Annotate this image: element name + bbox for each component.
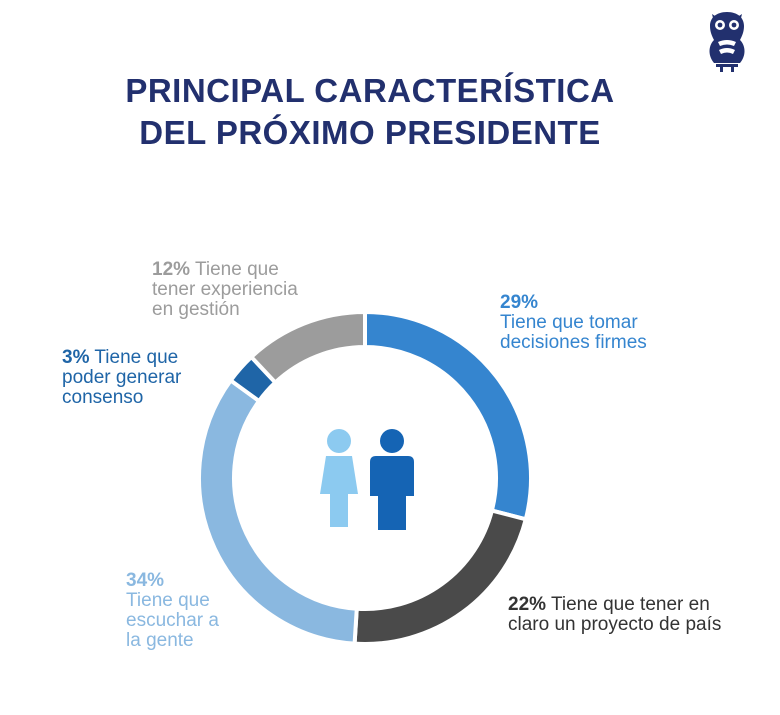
owl-logo-icon (709, 12, 745, 72)
label-proyecto-line-1: Tiene que tener en (550, 594, 710, 615)
chart-title: PRINCIPAL CARACTERÍSTICA DEL PRÓXIMO PRE… (60, 70, 680, 154)
label-proyecto: 22% Tiene que tener en claro un proyecto… (508, 595, 778, 635)
label-proyecto-line-2: claro un proyecto de país (508, 614, 722, 635)
label-decisiones-line-2: decisiones firmes (500, 332, 647, 353)
label-experiencia: 12% Tiene que tener experiencia en gesti… (152, 260, 372, 320)
label-experiencia-line-1: Tiene que (194, 259, 279, 280)
chart-title-line-1: PRINCIPAL CARACTERÍSTICA (125, 72, 615, 109)
label-escuchar: 34% Tiene que escuchar a la gente (126, 571, 276, 651)
label-escuchar-line-1: Tiene que (126, 590, 210, 611)
label-decisiones: 29% Tiene que tomar decisiones firmes (500, 293, 740, 353)
label-escuchar-line-3: la gente (126, 630, 194, 651)
label-consenso: 3% Tiene que poder generar consenso (62, 348, 262, 408)
pct-proyecto: 22% (508, 594, 547, 615)
pct-experiencia: 12% (152, 259, 191, 280)
man-icon (370, 429, 414, 530)
label-experiencia-line-3: en gestión (152, 299, 240, 320)
slice-exp (248, 309, 367, 386)
label-escuchar-line-2: escuchar a (126, 610, 219, 631)
pct-consenso: 3% (62, 347, 90, 368)
donut-slices (197, 309, 533, 646)
label-decisiones-line-1: Tiene que tomar (500, 312, 638, 333)
label-consenso-line-3: consenso (62, 387, 144, 408)
chart-title-line-2: DEL PRÓXIMO PRESIDENTE (139, 114, 601, 151)
pct-escuchar: 34% (126, 570, 165, 591)
label-consenso-line-1: Tiene que (94, 347, 179, 368)
people-icons (320, 429, 414, 530)
slice-proj (352, 508, 529, 646)
woman-icon (320, 429, 358, 527)
label-consenso-line-2: poder generar (62, 367, 182, 388)
label-experiencia-line-2: tener experiencia (152, 279, 298, 300)
pct-decisiones: 29% (500, 292, 539, 313)
